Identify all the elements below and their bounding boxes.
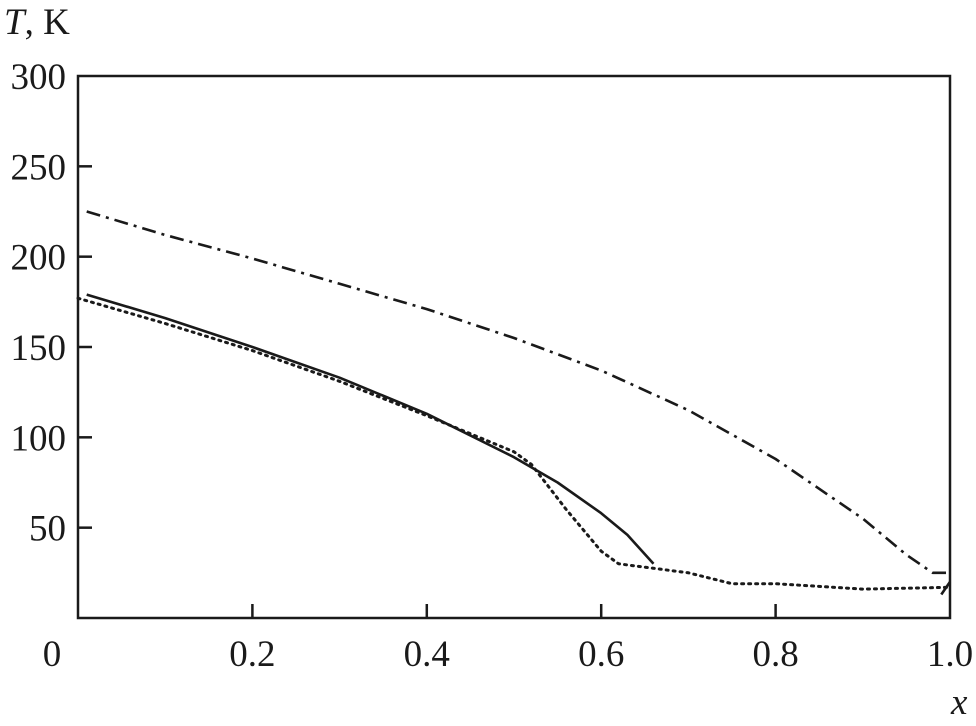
x-tick-label: 0.6 (578, 634, 624, 675)
series-dotted-line (76, 296, 952, 591)
series-solid-line (940, 581, 952, 596)
x-axis-title: x (950, 682, 968, 723)
y-tick-label: 300 (11, 57, 67, 98)
plot-frame (76, 74, 952, 620)
y-tick-label: 200 (11, 238, 67, 279)
x-tick-label: 0 (43, 634, 62, 675)
x-tick-label: 0.2 (229, 634, 275, 675)
axis-ticks (78, 165, 777, 618)
y-tick-label: 150 (11, 328, 67, 369)
y-tick-label: 250 (11, 147, 67, 188)
series-layer (76, 210, 952, 596)
y-axis-unit: , K (25, 2, 71, 43)
x-tick-label: 0.8 (752, 634, 798, 675)
y-tick-label: 100 (11, 418, 67, 459)
series-dashdot-line (86, 210, 950, 575)
axis-tick-labels: 0 0.2 0.4 0.6 0.8 1.0 50 100 150 200 250 300 (11, 57, 974, 675)
x-tick-label: 0.4 (404, 634, 450, 675)
y-axis-title: T, K (4, 2, 70, 43)
series-solid-line (86, 293, 655, 565)
y-axis-symbol: T (4, 2, 27, 43)
y-tick-label: 50 (29, 509, 66, 550)
x-tick-label: 1.0 (927, 634, 973, 675)
